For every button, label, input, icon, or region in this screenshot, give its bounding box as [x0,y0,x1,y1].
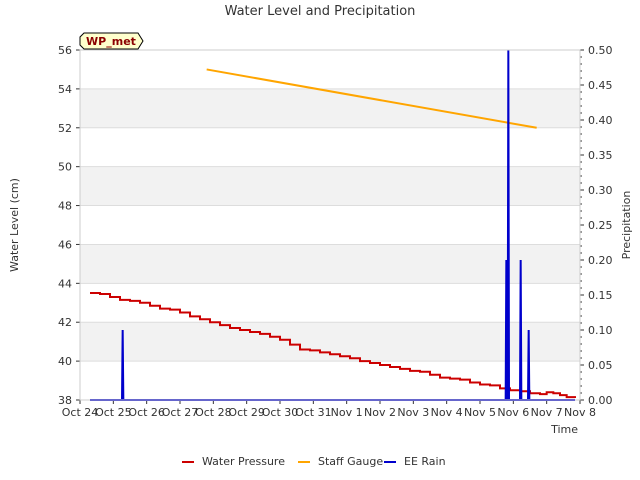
legend-label-ee-rain: EE Rain [404,455,446,468]
y-right-tick-label: 0.25 [588,219,613,232]
y-right-tick-label: 0.40 [588,114,613,127]
legend-label-water-pressure: Water Pressure [202,455,285,468]
y-left-tick-label: 50 [58,161,72,174]
grid-band [80,166,580,206]
y-left-tick-label: 46 [58,238,72,251]
x-tick-label: Nov 2 [364,406,396,419]
y-right-tick-label: 0.45 [588,79,613,92]
grid-band [80,244,580,284]
grid-band [80,205,580,245]
grid-band [80,283,580,323]
y-left-tick-label: 56 [58,44,72,57]
x-tick-label: Nov 8 [564,406,596,419]
series-water-pressure-line [90,292,576,399]
grid-band [80,361,580,400]
y-right-tick-label: 0.10 [588,324,613,337]
x-tick-label: Oct 27 [162,406,199,419]
x-tick-label: Oct 30 [262,406,299,419]
y-right-tick-label: 0.30 [588,184,613,197]
y-axis-right-ticks: 0.00 0.05 0.10 0.15 0.20 0.25 0.30 0.35 0.40 0.45… [580,44,613,407]
plot-frame [79,49,581,401]
grid-bands [80,49,580,401]
grid-band [80,127,580,167]
x-tick-label: Nov 6 [497,406,529,419]
y-left-tick-label: 42 [58,316,72,329]
x-tick-label: Nov 1 [331,406,363,419]
x-tick-label: Oct 24 [62,406,99,419]
y-axis-left-ticks: 38 40 42 44 46 48 50 52 54 56 [58,44,80,407]
y-right-tick-label: 0.15 [588,289,613,302]
station-badge-box [79,32,144,50]
chart-title: Water Level and Precipitation [225,4,416,19]
y-right-tick-label: 0.35 [588,149,613,162]
y-left-tick-label: 54 [58,83,72,96]
station-badge-text: WP_met [86,35,136,48]
y-left-tick-label: 38 [58,394,72,407]
y-axis-left-label: Water Level (cm) [8,178,21,272]
legend: Water Pressure Staff Gauge EE Rain [182,455,446,468]
y-left-tick-label: 52 [58,122,72,135]
x-tick-label: Oct 26 [128,406,165,419]
y-left-tick-label: 40 [58,355,72,368]
series-staff-gauge-line [206,68,537,129]
y-right-tick-label: 0.50 [588,44,613,57]
y-axis-right-label: Precipitation [620,191,633,260]
x-tick-label: Oct 25 [95,406,132,419]
station-badge: WP_met [79,32,144,50]
x-tick-label: Nov 3 [397,406,429,419]
x-axis-label: Time [550,423,578,436]
y-left-tick-label: 48 [58,200,72,213]
x-tick-label: Oct 28 [195,406,232,419]
y-right-tick-label: 0.05 [588,359,613,372]
x-tick-label: Oct 31 [295,406,332,419]
legend-label-staff-gauge: Staff Gauge [318,455,383,468]
grid-band [80,50,580,89]
y-left-tick-label: 44 [58,277,72,290]
y-right-tick-label: 0.00 [588,394,613,407]
x-tick-label: Nov 4 [431,406,463,419]
x-tick-label: Nov 5 [464,406,496,419]
y-right-tick-label: 0.20 [588,254,613,267]
x-tick-label: Oct 29 [228,406,265,419]
x-tick-label: Nov 7 [531,406,563,419]
